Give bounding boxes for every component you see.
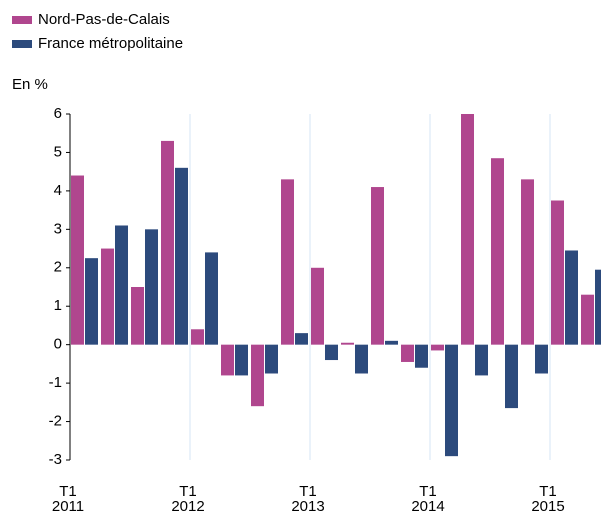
bar — [311, 267, 324, 345]
y-tick-label: 2 — [54, 259, 62, 276]
bar — [595, 269, 601, 345]
y-tick-label: 6 — [54, 105, 62, 122]
bar — [551, 200, 564, 345]
bar — [371, 187, 384, 345]
y-tick-label: -2 — [49, 413, 62, 430]
bar — [461, 114, 474, 345]
y-tick-label: 4 — [54, 182, 62, 199]
bar — [505, 344, 518, 409]
bar — [431, 344, 444, 351]
bar — [325, 344, 338, 361]
bar — [85, 258, 98, 345]
x-tick-label: T1 2015 — [531, 483, 565, 515]
y-tick-label: -3 — [49, 451, 62, 468]
bar — [161, 140, 174, 345]
y-tick-label: 3 — [54, 220, 62, 237]
x-tick-label: T1 2011 — [51, 483, 85, 515]
bar — [205, 252, 218, 345]
bar — [535, 344, 548, 374]
bar — [281, 179, 294, 345]
bar — [265, 344, 278, 374]
legend-label: Nord-Pas-de-Calais — [38, 11, 170, 28]
legend-swatch — [12, 16, 32, 24]
y-tick-label: 0 — [54, 336, 62, 353]
bar — [491, 158, 504, 345]
bar — [101, 248, 114, 345]
y-tick-label: -1 — [49, 374, 62, 391]
bar — [415, 344, 428, 368]
bar — [131, 287, 144, 345]
y-tick-label: 1 — [54, 297, 62, 314]
bar — [581, 294, 594, 345]
bar — [71, 175, 84, 345]
bar — [445, 344, 458, 457]
bar — [565, 250, 578, 345]
bar — [401, 344, 414, 362]
bar — [221, 344, 234, 376]
bar — [145, 229, 158, 345]
x-tick-label: T1 2012 — [171, 483, 205, 515]
bar — [385, 340, 398, 345]
bar — [175, 167, 188, 345]
legend-label: France métropolitaine — [38, 35, 183, 52]
bar — [235, 344, 248, 376]
x-tick-label: T1 2014 — [411, 483, 445, 515]
bar — [191, 329, 204, 345]
bar — [355, 344, 368, 374]
bar — [251, 344, 264, 407]
y-tick-label: 5 — [54, 143, 62, 160]
bar — [521, 179, 534, 345]
x-tick-label: T1 2013 — [291, 483, 325, 515]
bar — [295, 333, 308, 345]
bar — [475, 344, 488, 376]
legend-swatch — [12, 40, 32, 48]
bar — [341, 342, 354, 345]
bar — [115, 225, 128, 345]
y-axis-label: En % — [12, 76, 48, 93]
